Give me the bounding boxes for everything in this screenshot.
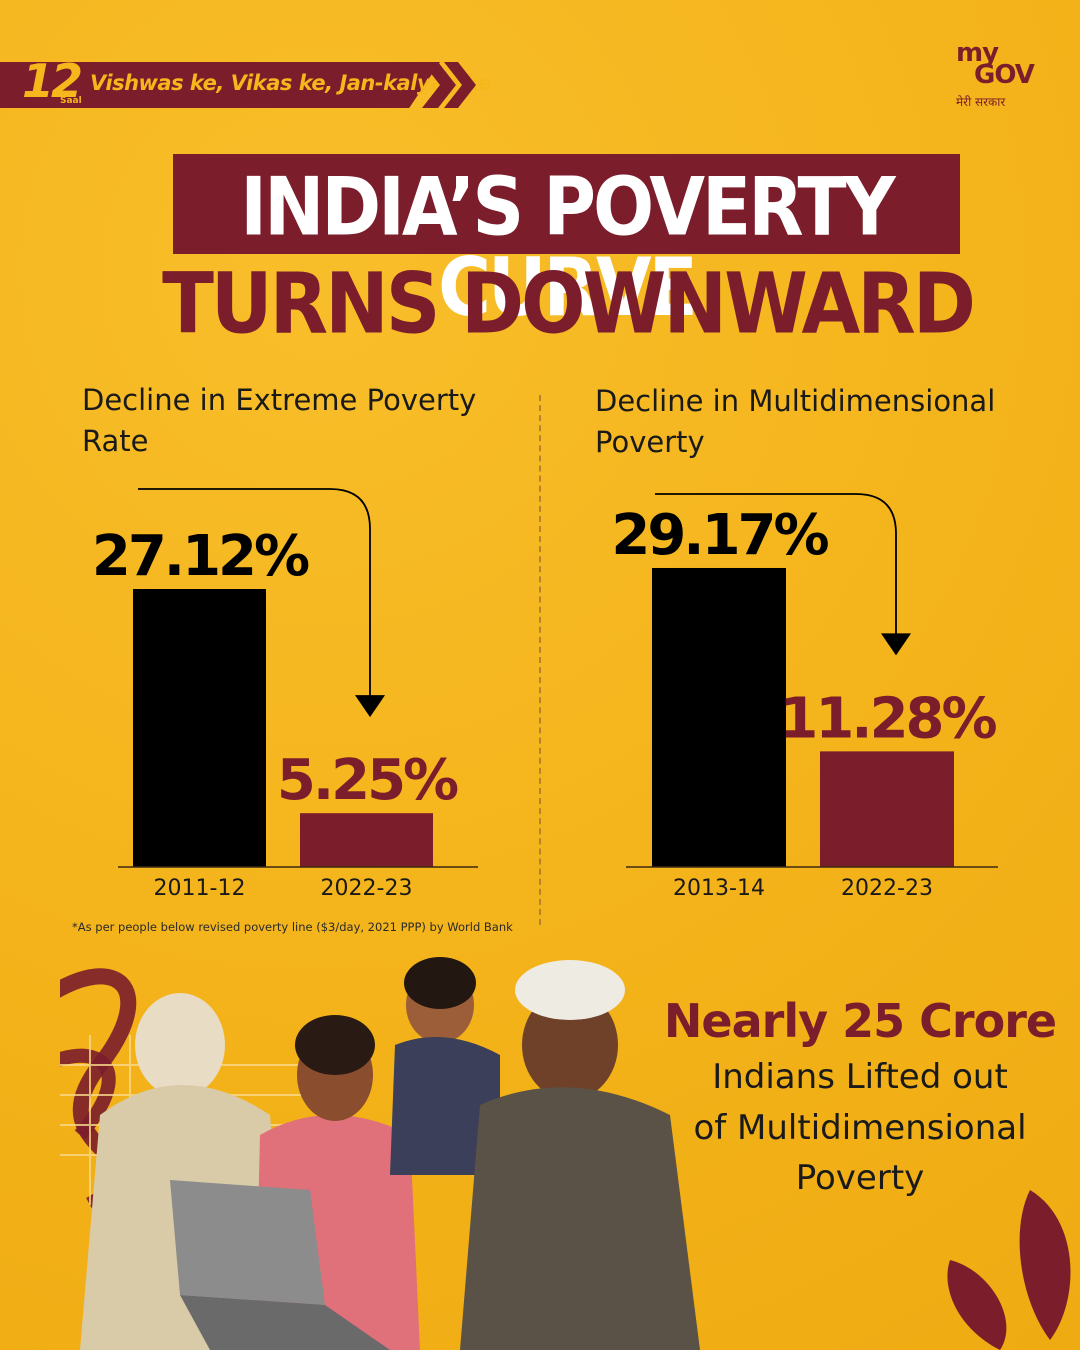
chart-1: 27.12% 2011-12 5.25% 2022-23 (92, 488, 478, 901)
ribbon-saal: Saal (60, 96, 82, 106)
chart-1-bar-2 (300, 813, 433, 867)
family-photo (60, 957, 700, 1350)
chart-1-title: Decline in Extreme Poverty Rate (82, 380, 476, 462)
title-background (173, 154, 960, 254)
page-subtitle: TURNS DOWNWARD (162, 254, 976, 353)
logo-gov-text: GOV (974, 60, 1035, 90)
bar-charts: 27.12% 2011-12 5.25% 2022-23 29.17% 2013-14 11… (92, 488, 1000, 901)
stat-line-3: Poverty (795, 1158, 925, 1198)
chart-1-tick-label-1: 2011-12 (154, 876, 246, 901)
chart-2-title-line-1: Decline in Multidimensional (595, 384, 996, 418)
chart-2-bar-2 (820, 751, 954, 867)
chart-divider (539, 395, 541, 925)
logo-hindi-text: मेरी सरकार (956, 95, 1006, 109)
chart-1-value-label-1: 27.12% (92, 524, 309, 589)
chart-2-arrow-head (881, 633, 911, 656)
chart-1-bar-1 (133, 589, 266, 867)
chevron-right-icon (422, 62, 476, 108)
chart-1-title-line-1: Decline in Extreme Poverty (82, 383, 477, 417)
chart-2-title: Decline in Multidimensional Poverty (595, 381, 995, 463)
chart-2-bar-1 (652, 567, 786, 867)
stat-line-2: of Multidimensional (693, 1108, 1027, 1148)
chart-2-value-label-2: 11.28% (779, 686, 996, 751)
ribbon-number: 12 (22, 54, 83, 108)
chart-1-value-label-2: 5.25% (277, 748, 458, 813)
chart-1-arrow (138, 488, 371, 700)
chart-2: 29.17% 2013-14 11.28% 2022-23 (611, 493, 1000, 901)
ribbon-tagline: Vishwas ke, Vikas ke, Jan-kalyan ke (90, 71, 492, 95)
chart-1-arrow-head (355, 695, 385, 718)
decorative-leaf-shapes (947, 1190, 1071, 1350)
footnote: *As per people below revised poverty lin… (72, 920, 513, 934)
logo-my-text: my (956, 38, 999, 68)
chart-2-value-label-1: 29.17% (611, 503, 828, 568)
stat-line-1: Indians Lifted out (712, 1057, 1008, 1097)
chart-2-tick-label-2: 2022-23 (841, 876, 933, 901)
chart-2-tick-label-1: 2013-14 (673, 876, 765, 901)
chart-2-arrow (655, 493, 897, 638)
chart-1-tick-label-2: 2022-23 (321, 876, 413, 901)
tagline-ribbon (0, 62, 440, 108)
stat-headline: Nearly 25 Crore (663, 994, 1057, 1048)
chart-1-title-line-2: Rate (82, 424, 149, 458)
page-title: INDIA’S POVERTY CURVE (240, 159, 895, 334)
chart-2-title-line-2: Poverty (595, 425, 705, 459)
